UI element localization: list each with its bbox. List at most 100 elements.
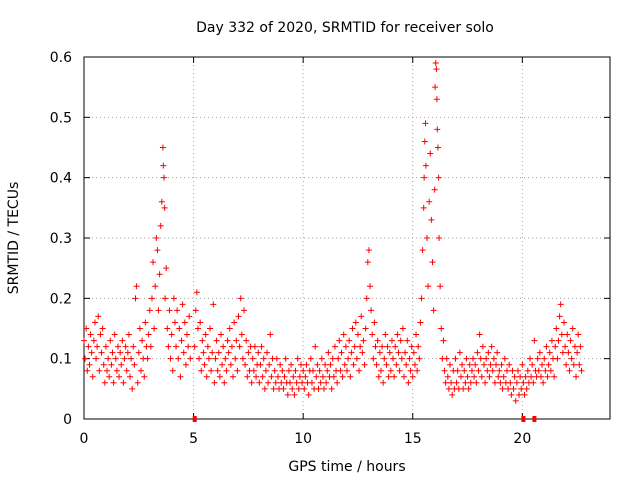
data-point — [105, 355, 112, 362]
data-point — [488, 343, 495, 350]
data-point — [546, 349, 553, 356]
data-point — [289, 385, 296, 392]
data-point — [117, 349, 124, 356]
data-point — [191, 343, 198, 350]
data-point — [196, 355, 203, 362]
data-point — [351, 343, 358, 350]
data-point — [200, 349, 207, 356]
data-point — [485, 349, 492, 356]
chart-title: Day 332 of 2020, SRMTID for receiver sol… — [196, 20, 494, 36]
data-point — [471, 373, 478, 380]
data-point — [445, 385, 452, 392]
data-point — [272, 379, 279, 386]
data-point — [396, 367, 403, 374]
data-point — [253, 373, 260, 380]
data-point — [434, 144, 441, 151]
data-point — [145, 331, 152, 338]
data-point — [578, 367, 585, 374]
y-tick-label: 0.3 — [50, 231, 72, 247]
data-point — [347, 373, 354, 380]
data-point — [150, 259, 157, 266]
data-point — [397, 337, 404, 344]
data-point — [422, 162, 429, 169]
data-point — [518, 385, 525, 392]
data-point — [216, 373, 223, 380]
data-point — [438, 325, 445, 332]
data-point — [501, 355, 508, 362]
data-point — [267, 331, 274, 338]
data-point — [535, 367, 542, 374]
data-point — [482, 379, 489, 386]
data-point — [559, 349, 566, 356]
data-point — [473, 379, 480, 386]
data-point — [132, 295, 139, 302]
data-point — [270, 385, 277, 392]
data-point — [187, 355, 194, 362]
data-point — [323, 379, 330, 386]
data-point — [415, 343, 422, 350]
data-point — [211, 379, 218, 386]
data-point — [277, 361, 284, 368]
data-point — [553, 325, 560, 332]
data-point — [95, 313, 102, 320]
data-point — [436, 235, 443, 241]
data-point — [391, 373, 398, 380]
data-point — [157, 222, 164, 229]
data-point — [85, 343, 92, 350]
data-point — [505, 385, 512, 392]
data-point — [478, 373, 485, 380]
data-point — [320, 385, 327, 392]
data-point — [381, 355, 388, 362]
data-point — [302, 373, 309, 380]
data-point — [146, 307, 153, 314]
data-point — [193, 289, 200, 296]
data-point — [514, 367, 521, 374]
data-point — [130, 343, 137, 350]
data-point — [359, 349, 366, 356]
data-point — [233, 337, 240, 344]
data-point — [497, 379, 504, 386]
data-point — [290, 373, 297, 380]
data-point — [449, 391, 456, 398]
data-point — [198, 367, 205, 374]
data-point — [235, 313, 242, 320]
data-point — [519, 361, 526, 368]
data-point — [437, 283, 444, 290]
data-point — [418, 295, 425, 302]
data-point — [496, 367, 503, 374]
data-point — [353, 355, 360, 362]
data-point — [551, 373, 558, 380]
gap-marker — [521, 416, 526, 422]
data-point — [142, 319, 149, 326]
data-point — [577, 343, 584, 350]
data-point — [362, 325, 369, 332]
data-point — [231, 319, 238, 326]
data-point — [345, 355, 352, 362]
data-point — [570, 361, 577, 368]
data-point — [541, 355, 548, 362]
x-tick-labels: 0 5 10 15 20 — [80, 431, 532, 447]
data-point — [182, 361, 189, 368]
data-point — [567, 337, 574, 344]
data-point — [317, 379, 324, 386]
gap-marker — [532, 416, 537, 422]
data-point — [350, 361, 357, 368]
data-point — [416, 355, 423, 362]
data-point — [414, 367, 421, 374]
data-point — [342, 343, 349, 350]
data-point — [431, 186, 438, 193]
data-point — [429, 259, 436, 266]
data-point — [109, 349, 116, 356]
data-point — [160, 174, 167, 181]
data-point — [425, 283, 432, 290]
data-point — [315, 385, 322, 392]
data-point — [118, 361, 125, 368]
y-tick-label: 0.4 — [50, 171, 72, 187]
data-point — [205, 355, 212, 362]
data-point — [336, 337, 343, 344]
data-point — [220, 343, 227, 350]
data-point — [94, 343, 101, 350]
data-point — [472, 361, 479, 368]
data-point — [527, 355, 534, 362]
data-point — [573, 373, 580, 380]
